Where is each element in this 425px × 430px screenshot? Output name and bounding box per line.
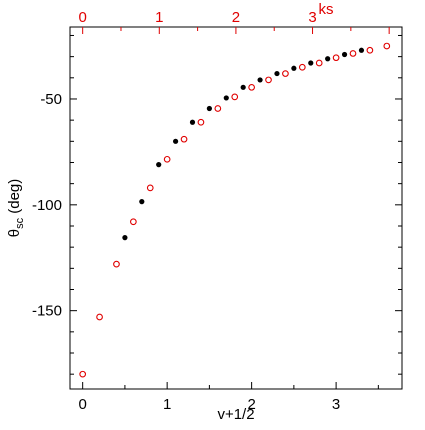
data-point-open [248,83,255,91]
data-point-open [332,54,340,62]
data-point-filled [189,119,196,125]
x2-tick-label: 2 [232,9,240,26]
x2-tick-label: 1 [155,9,163,26]
data-point-open [265,76,272,84]
data-point-open [282,70,289,77]
x2-tick-label: 0 [78,9,86,26]
x-axis-bottom: 0 1 2 3 [78,382,379,413]
y-axis-label-symbol: θ [6,229,23,237]
y-axis-left: -50 -100 -150 [32,34,402,375]
data-point-open [383,42,391,50]
data-point-open [315,59,323,67]
y-tick-label: -150 [32,303,62,320]
y-axis-label-subscript: sc [14,217,26,229]
x-axis-label: v+1/2 [217,406,254,423]
data-point-filled [223,95,229,101]
data-point-filled [341,51,348,58]
data-point-filled [358,47,365,53]
data-point-open [349,50,357,57]
data-point-filled [274,70,280,77]
data-point-filled [139,199,145,205]
data-point-open [231,93,239,101]
y-tick-label: -100 [32,197,62,214]
data-point-filled [308,60,314,66]
x-tick-label: 0 [78,396,86,413]
y-axis-label: θsc (deg) [6,179,26,238]
data-point-filled [325,56,331,62]
data-point-filled [257,77,263,83]
data-point-open [197,118,205,126]
x-axis-top: 0 1 2 3 [78,9,390,34]
data-point-filled [240,84,246,90]
data-point-filled [206,105,212,112]
plot-frame [69,26,403,390]
x-tick-label: 3 [332,396,340,413]
data-point-open [96,313,103,321]
y-axis-label-unit: (deg) [6,179,23,218]
data-point-filled [156,162,162,168]
data-point-open [298,63,306,71]
data-point-open [113,260,120,268]
data-point-open [163,155,171,163]
data-point-filled [291,65,297,71]
data-point-open [146,184,154,192]
x2-axis-label: ks [319,1,334,18]
y-tick-label: -50 [40,91,62,108]
x2-tick-label: 3 [308,9,316,26]
data-point-open [366,46,374,54]
data-point-open [180,135,188,143]
data-point-open [214,105,222,112]
data-point-filled [122,235,128,241]
data-point-open [130,218,137,226]
x-tick-label: 2 [247,396,255,413]
x-tick-label: 1 [163,396,171,413]
data-points [79,42,391,378]
data-point-open [79,370,87,378]
data-point-filled [172,138,179,144]
